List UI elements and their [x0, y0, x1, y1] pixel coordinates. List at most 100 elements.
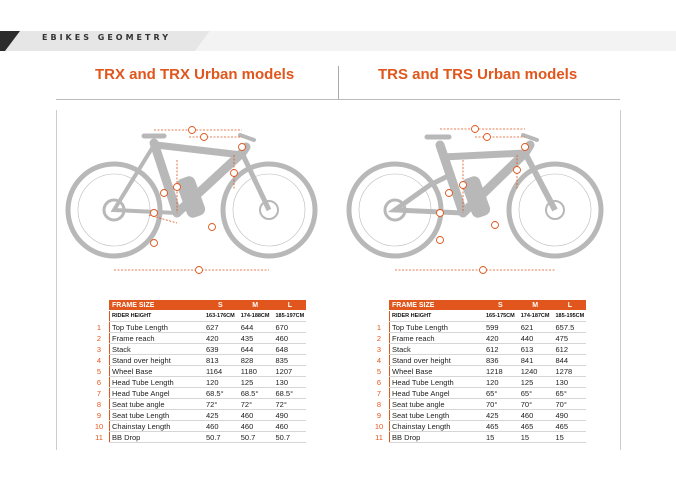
row-label: Seat tube Length — [389, 409, 482, 421]
row-number: 10 — [374, 421, 384, 431]
trx-heading: TRX and TRX Urban models — [95, 66, 295, 83]
rider-height-s: 165-175CM — [482, 310, 517, 322]
rider-height-m: 174-187CM — [516, 310, 552, 322]
row-label: Head Tube Angel — [109, 387, 202, 399]
table-row: 10 Chainstay Length 465 465 465 — [372, 420, 587, 432]
rider-height-label: RIDER HEIGHT — [109, 310, 202, 322]
value-m: 125 — [516, 376, 552, 388]
value-m: 644 — [236, 343, 272, 355]
row-label: Head Tube Angel — [389, 387, 482, 399]
row-label: Chainstay Length — [109, 420, 202, 432]
table-row: 3 Stack 639 644 648 — [92, 343, 307, 355]
value-l: 1278 — [551, 365, 587, 377]
heading-underline-left — [56, 99, 338, 100]
table-row: 11 BB Drop 15 15 15 — [372, 431, 587, 443]
rider-height-s: 163-176CM — [202, 310, 237, 322]
value-m: 1240 — [516, 365, 552, 377]
row-label: Stand over height — [109, 354, 202, 366]
row-label: Seat tube angle — [389, 398, 482, 410]
row-label: Head Tube Length — [389, 376, 482, 388]
value-s: 1218 — [482, 365, 517, 377]
row-number: 10 — [94, 421, 104, 431]
table-row: 1 Top Tube Length 627 644 670 — [92, 321, 307, 333]
trs-geometry-table: FRAME SIZE S M L RIDER HEIGHT 165-175CM 174-18… — [372, 300, 587, 443]
value-l: 65° — [551, 387, 587, 399]
banner-background — [0, 31, 676, 51]
rider-height-l: 185-197CM — [271, 310, 307, 322]
value-s: 639 — [202, 343, 237, 355]
value-s: 813 — [202, 354, 237, 366]
value-l: 844 — [551, 354, 587, 366]
table-header-row: FRAME SIZE S M L — [372, 300, 587, 311]
value-l: 648 — [271, 343, 307, 355]
row-number: 11 — [95, 432, 103, 442]
value-m: 50.7 — [236, 431, 272, 443]
row-label: Head Tube Length — [109, 376, 202, 388]
row-number: 7 — [96, 388, 102, 398]
value-s: 465 — [482, 420, 517, 432]
table-row: 6 Head Tube Length 120 125 130 — [372, 376, 587, 388]
value-m: 15 — [516, 431, 552, 443]
value-s: 836 — [482, 354, 517, 366]
table-row: 2 Frame reach 420 440 475 — [372, 332, 587, 344]
trx-geometry-table: FRAME SIZE S M L RIDER HEIGHT 163-176CM 174-18… — [92, 300, 307, 443]
table-row: 10 Chainstay Length 460 460 460 — [92, 420, 307, 432]
row-number-spacer — [92, 311, 110, 322]
row-label: Chainstay Length — [389, 420, 482, 432]
table-row: 5 Wheel Base 1164 1180 1207 — [92, 365, 307, 377]
value-s: 420 — [482, 332, 517, 344]
value-l: 490 — [551, 409, 587, 421]
size-l-header: L — [551, 300, 587, 311]
size-s-header: S — [202, 300, 237, 311]
table-row: 9 Seat tube Length 425 460 490 — [92, 409, 307, 421]
frame-size-header: FRAME SIZE — [109, 300, 202, 311]
value-s: 420 — [202, 332, 237, 344]
value-s: 15 — [482, 431, 517, 443]
table-row: 1 Top Tube Length 599 621 657.5 — [372, 321, 587, 333]
value-m: 460 — [236, 420, 272, 432]
trx-bike-diagram — [65, 126, 318, 274]
table-row: 4 Stand over height 813 828 835 — [92, 354, 307, 366]
value-s: 599 — [482, 321, 517, 333]
row-label: BB Drop — [389, 431, 482, 443]
value-l: 460 — [271, 420, 307, 432]
value-s: 72° — [202, 398, 237, 410]
value-s: 425 — [482, 409, 517, 421]
row-number: 6 — [376, 377, 382, 387]
value-m: 644 — [236, 321, 272, 333]
value-s: 68.5° — [202, 387, 237, 399]
row-number: 4 — [376, 355, 382, 365]
rider-height-row: RIDER HEIGHT 163-176CM 174-188CM 185-197CM — [92, 310, 307, 322]
size-l-header: L — [271, 300, 307, 311]
rider-height-l: 185-195CM — [551, 310, 587, 322]
value-m: 435 — [236, 332, 272, 344]
row-number-spacer — [92, 300, 110, 311]
row-number-spacer — [372, 300, 390, 311]
value-l: 50.7 — [271, 431, 307, 443]
value-l: 835 — [271, 354, 307, 366]
value-l: 68.5° — [271, 387, 307, 399]
value-m: 65° — [516, 387, 552, 399]
heading-underline-right — [338, 99, 620, 100]
value-m: 440 — [516, 332, 552, 344]
row-label: Stack — [389, 343, 482, 355]
value-m: 841 — [516, 354, 552, 366]
value-l: 1207 — [271, 365, 307, 377]
trs-heading: TRS and TRS Urban models — [378, 66, 578, 83]
value-m: 460 — [516, 409, 552, 421]
table-row: 5 Wheel Base 1218 1240 1278 — [372, 365, 587, 377]
row-number-spacer — [372, 311, 390, 322]
value-s: 627 — [202, 321, 237, 333]
value-s: 70° — [482, 398, 517, 410]
value-l: 670 — [271, 321, 307, 333]
frame-size-header: FRAME SIZE — [389, 300, 482, 311]
row-number: 5 — [96, 366, 102, 376]
value-m: 460 — [236, 409, 272, 421]
value-l: 460 — [271, 332, 307, 344]
table-row: 6 Head Tube Length 120 125 130 — [92, 376, 307, 388]
value-l: 657.5 — [551, 321, 587, 333]
value-m: 613 — [516, 343, 552, 355]
row-number: 7 — [376, 388, 382, 398]
row-label: Wheel Base — [389, 365, 482, 377]
value-s: 425 — [202, 409, 237, 421]
